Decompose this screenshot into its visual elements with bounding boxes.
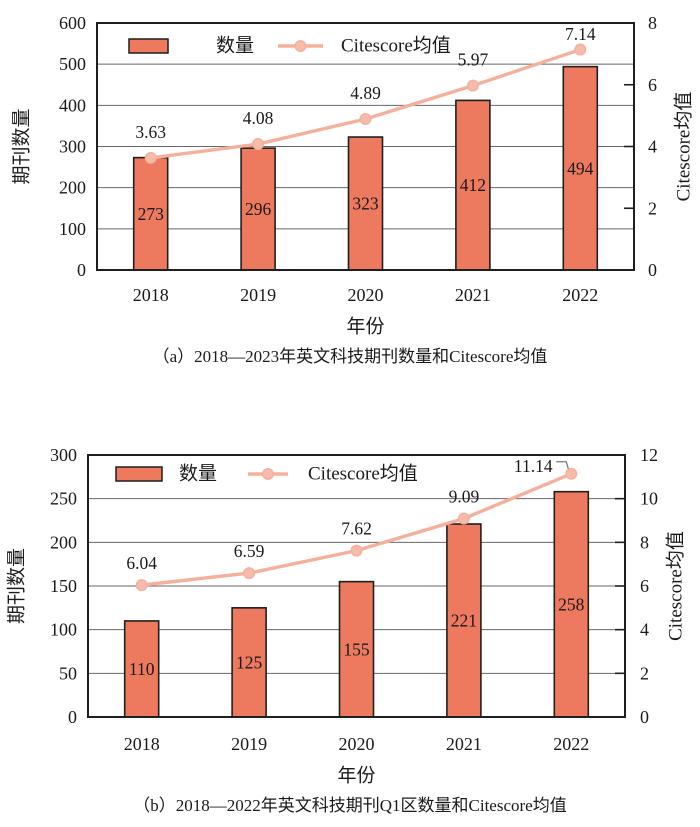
left-axis-tick-label: 200 xyxy=(50,532,77,552)
legend-bar-label: 数量 xyxy=(216,35,254,57)
right-axis-tick-label: 0 xyxy=(648,260,657,280)
chart-b-caption: （b）2018—2022年英文科技期刊Q1区数量和Citescore均值 xyxy=(133,796,567,815)
bar-value-label: 110 xyxy=(129,659,155,679)
trend-value-label: 6.59 xyxy=(234,541,265,561)
bar-value-label: 412 xyxy=(460,175,486,195)
left-axis-tick-label: 100 xyxy=(50,620,77,640)
legend-line-label: Citescore均值 xyxy=(341,35,451,57)
legend-bar-swatch xyxy=(128,38,169,54)
left-axis-tick-label: 50 xyxy=(59,663,77,683)
x-axis-tick-label: 2020 xyxy=(348,285,384,305)
x-axis-tick-label: 2022 xyxy=(562,285,598,305)
trend-value-label: 4.08 xyxy=(243,108,274,128)
chart-a-journal-count-citescore: 0 100 200 300 400 500 600 0 2 4 6 8 273 296 323 412 494 3… xyxy=(11,13,695,338)
chart-a-caption: （a）2018—2023年英文科技期刊数量和Citescore均值 xyxy=(152,347,548,366)
trend-marker-2019 xyxy=(243,567,256,580)
trend-marker-2018 xyxy=(135,579,148,592)
trend-label-leader xyxy=(556,461,569,469)
legend-line-marker xyxy=(262,468,275,481)
right-axis-tick-label: 10 xyxy=(640,489,658,509)
right-axis-tick-label: 8 xyxy=(640,532,649,552)
chart-b-q1-count-citescore: 0 50 100 150 200 250 300 0 2 4 6 8 10 12 110 125 155 221 2… xyxy=(6,445,687,787)
right-axis-title: Citescore均值 xyxy=(673,92,695,202)
x-axis-tick-label: 2019 xyxy=(240,285,276,305)
right-axis-tick-label: 2 xyxy=(648,198,657,218)
left-axis-title: 期刊数量 xyxy=(11,108,33,184)
x-axis-tick-label: 2021 xyxy=(455,285,491,305)
bar-value-label: 273 xyxy=(138,204,165,224)
trend-marker-2022 xyxy=(574,43,587,56)
left-axis-tick-label: 600 xyxy=(59,13,86,33)
trend-marker-2020 xyxy=(350,544,363,557)
legend-line-marker xyxy=(294,40,307,53)
trend-value-label: 3.63 xyxy=(135,122,166,142)
trend-marker-2021 xyxy=(457,512,470,525)
trend-marker-2019 xyxy=(252,138,265,151)
trend-value-label: 11.14 xyxy=(514,456,553,476)
left-axis-tick-label: 500 xyxy=(59,54,86,74)
bar-2021 xyxy=(455,99,491,271)
right-axis-tick-label: 4 xyxy=(640,620,649,640)
left-axis-tick-label: 300 xyxy=(50,445,77,465)
left-axis-tick-label: 150 xyxy=(50,576,77,596)
legend-bar-swatch xyxy=(115,466,163,482)
trend-value-label: 7.14 xyxy=(565,24,596,44)
bar-value-label: 323 xyxy=(352,194,379,214)
bar-value-label: 221 xyxy=(451,610,477,630)
right-axis-tick-label: 8 xyxy=(648,13,657,33)
trend-value-label: 7.62 xyxy=(341,519,372,539)
x-axis-tick-label: 2021 xyxy=(446,734,482,754)
right-axis-tick-label: 0 xyxy=(640,707,649,727)
right-axis-tick-label: 4 xyxy=(648,137,657,157)
bar-2022 xyxy=(562,65,599,271)
left-axis-tick-label: 300 xyxy=(59,137,86,157)
trend-value-label: 9.09 xyxy=(449,487,480,507)
bar-value-label: 258 xyxy=(558,594,585,614)
bar-2018 xyxy=(132,156,169,271)
left-axis-tick-label: 400 xyxy=(59,95,86,115)
x-axis-tick-label: 2020 xyxy=(339,734,375,754)
x-axis-title: 年份 xyxy=(346,316,384,338)
bar-2020 xyxy=(338,580,375,718)
right-axis-tick-label: 6 xyxy=(640,576,649,596)
trend-value-label: 5.97 xyxy=(458,50,489,70)
x-axis-title: 年份 xyxy=(337,765,375,787)
plot-border xyxy=(87,454,626,718)
left-axis-tick-label: 200 xyxy=(59,178,86,198)
trend-value-label: 4.89 xyxy=(350,83,381,103)
trend-value-label: 6.04 xyxy=(126,553,157,573)
x-axis-tick-label: 2019 xyxy=(231,734,267,754)
bar-value-label: 125 xyxy=(236,652,263,672)
trend-marker-2022 xyxy=(565,467,578,480)
right-axis-title: Citescore均值 xyxy=(665,531,687,641)
bar-2020 xyxy=(347,136,384,271)
bar-2018 xyxy=(123,620,160,718)
left-axis-title: 期刊数量 xyxy=(6,548,28,624)
right-axis-tick-label: 12 xyxy=(640,445,658,465)
trend-marker-2021 xyxy=(466,79,479,92)
left-axis-tick-label: 250 xyxy=(50,489,77,509)
right-axis-tick-label: 6 xyxy=(648,75,657,95)
legend-bar-label: 数量 xyxy=(179,463,217,485)
bar-value-label: 155 xyxy=(343,639,370,659)
left-axis-tick-label: 0 xyxy=(77,260,86,280)
left-axis-tick-label: 100 xyxy=(59,219,86,239)
x-axis-tick-label: 2022 xyxy=(553,734,589,754)
left-axis-tick-label: 0 xyxy=(68,707,77,727)
bar-2019 xyxy=(240,147,276,271)
right-axis-tick-label: 2 xyxy=(640,663,649,683)
bar-2022 xyxy=(553,490,590,718)
trend-marker-2020 xyxy=(359,113,372,126)
bar-value-label: 494 xyxy=(567,158,594,178)
trend-marker-2018 xyxy=(144,151,157,164)
x-axis-tick-label: 2018 xyxy=(133,285,169,305)
bar-value-label: 296 xyxy=(245,199,272,219)
legend-line-label: Citescore均值 xyxy=(308,463,418,485)
bar-2021 xyxy=(446,523,482,718)
x-axis-tick-label: 2018 xyxy=(124,734,160,754)
plot-border xyxy=(96,22,635,271)
